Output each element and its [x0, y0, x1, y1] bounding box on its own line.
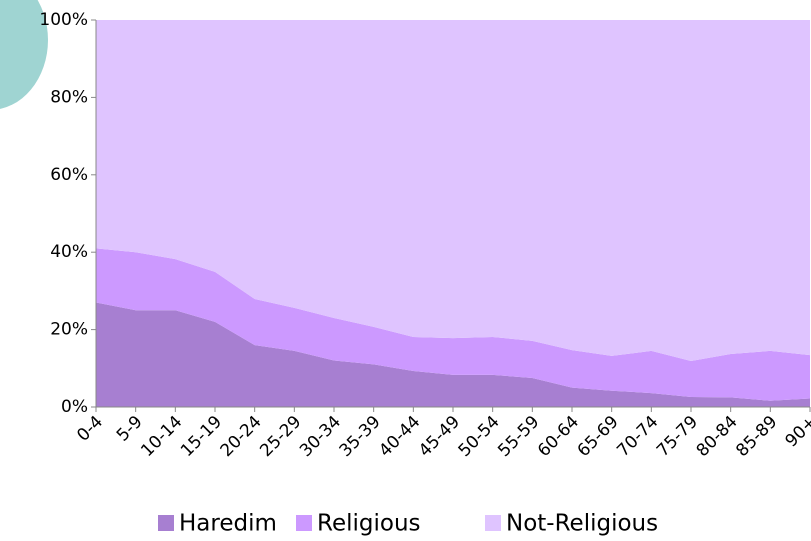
legend-label: Haredim	[179, 511, 277, 537]
x-tick-label: 50-54	[455, 412, 504, 461]
decoration	[0, 0, 48, 109]
area	[96, 302, 810, 407]
legend-swatch	[158, 515, 174, 531]
y-tick-label: 60%	[50, 165, 88, 185]
y-tick-label: 20%	[50, 320, 88, 340]
x-tick-label: 80-84	[693, 412, 742, 461]
x-tick-label: 90+	[782, 412, 811, 452]
legend-label: Religious	[317, 511, 421, 537]
legend-label: Not-Religious	[506, 511, 658, 537]
x-tick-label: 60-64	[534, 412, 583, 461]
x-tick-label: 65-69	[574, 412, 623, 461]
area	[96, 248, 810, 401]
x-tick-label: 15-19	[177, 412, 226, 461]
legend-swatch	[485, 515, 501, 531]
x-tick-label: 20-24	[217, 412, 266, 461]
y-tick-label: 0%	[61, 397, 88, 417]
x-tick-label: 35-39	[336, 412, 385, 461]
x-tick-label: 85-89	[732, 412, 781, 461]
y-tick-label: 80%	[50, 87, 88, 107]
x-tick-label: 25-29	[256, 412, 305, 461]
x-tick-label: 45-49	[415, 412, 464, 461]
x-tick-label: 70-74	[613, 412, 662, 461]
y-tick-label: 40%	[50, 242, 88, 262]
x-tick-label: 5-9	[113, 412, 147, 446]
area	[96, 20, 810, 361]
legend-swatch	[296, 515, 312, 531]
x-tick-label: 75-79	[653, 412, 702, 461]
x-tick-label: 40-44	[375, 412, 424, 461]
y-tick-label: 100%	[39, 10, 88, 30]
x-tick-label: 10-14	[137, 412, 186, 461]
x-tick-label: 55-59	[494, 412, 543, 461]
x-tick-label: 30-34	[296, 412, 345, 461]
